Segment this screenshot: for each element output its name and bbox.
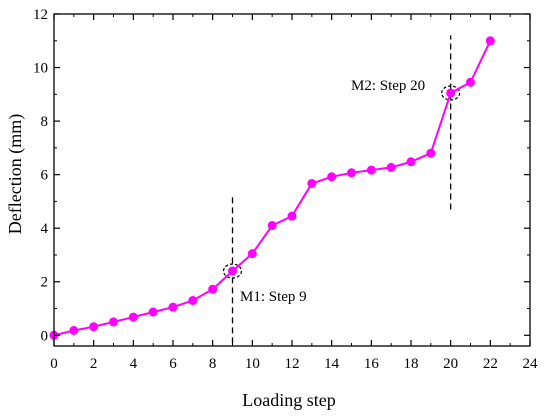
data-point (307, 178, 317, 188)
data-point (267, 221, 277, 231)
data-point (148, 307, 158, 317)
data-point (327, 172, 337, 182)
data-point (485, 36, 495, 46)
data-point (347, 168, 356, 178)
x-tick-label: 8 (209, 356, 217, 372)
x-tick-label: 20 (443, 356, 458, 372)
y-axis-title: Deflection (mm) (5, 114, 26, 234)
x-tick-label: 14 (324, 356, 340, 372)
data-point (89, 322, 99, 332)
data-point (406, 157, 416, 167)
y-tick-label: 8 (41, 114, 49, 130)
y-tick-label: 2 (41, 275, 49, 291)
x-tick-label: 18 (404, 356, 419, 372)
x-tick-label: 16 (364, 356, 380, 372)
y-tick-label: 10 (33, 61, 48, 77)
data-point (466, 77, 475, 87)
data-point (228, 266, 237, 276)
annotations: M1: Step 9 M2: Step 20 (240, 78, 425, 305)
y-tick-label: 4 (41, 221, 49, 237)
data-point (446, 88, 456, 98)
data-point (426, 148, 436, 158)
marker-label-m2: M2: Step 20 (351, 78, 425, 94)
marker-circle-2 (441, 85, 461, 101)
marker-circle-1 (222, 263, 243, 279)
data-point (168, 302, 178, 312)
y-tick-label: 0 (41, 328, 49, 344)
data-point (386, 162, 396, 172)
y-tick-label: 12 (33, 7, 48, 23)
x-tick-label: 0 (50, 356, 58, 372)
x-tick-label: 22 (483, 356, 498, 372)
marker-label-m1: M1: Step 9 (240, 289, 307, 305)
marker-highlight-circles (222, 85, 461, 279)
data-point (69, 325, 79, 335)
x-tick-label: 12 (285, 356, 300, 372)
data-point (366, 165, 376, 175)
x-tick-label: 24 (523, 356, 539, 372)
data-point (287, 211, 297, 221)
data-point (109, 317, 118, 327)
x-tick-label: 6 (169, 356, 177, 372)
data-point (247, 249, 257, 259)
y-tick-label: 6 (41, 168, 49, 184)
data-point (188, 295, 198, 305)
x-axis-title: Loading step (242, 390, 335, 410)
x-tick-label: 4 (130, 356, 138, 372)
data-point (208, 284, 218, 294)
x-tick-label: 10 (245, 356, 260, 372)
x-tick-label: 2 (90, 356, 98, 372)
data-point (128, 312, 138, 322)
